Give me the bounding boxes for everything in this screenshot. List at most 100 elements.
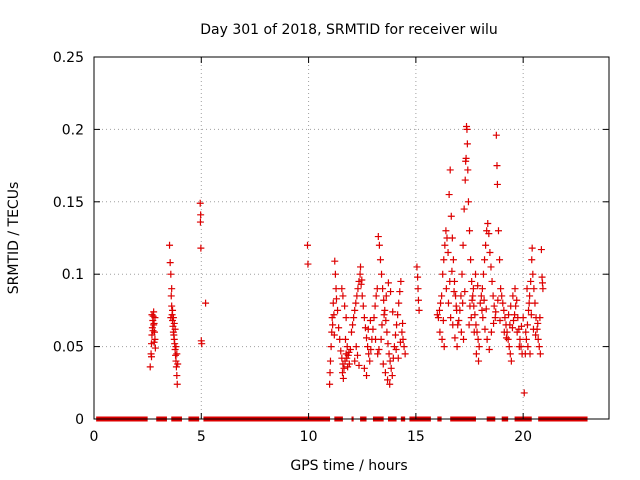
data-point <box>397 277 405 285</box>
y-axis-label: SRMTID / TECUs <box>6 182 22 295</box>
data-point <box>450 288 458 296</box>
data-point <box>515 343 523 351</box>
data-point <box>304 260 312 268</box>
data-point <box>468 277 476 285</box>
data-point <box>401 350 409 358</box>
data-point <box>458 270 466 278</box>
plot-frame <box>93 56 610 420</box>
data-point <box>467 314 475 322</box>
x-tick-label: 0 <box>90 429 99 445</box>
data-point <box>381 306 389 314</box>
data-point <box>485 230 493 238</box>
data-point <box>506 350 514 358</box>
data-point <box>448 267 456 275</box>
data-point <box>517 322 525 330</box>
data-point <box>326 357 334 365</box>
data-point <box>500 306 508 314</box>
data-point <box>331 270 339 278</box>
data-point <box>359 302 367 310</box>
y-axis-ticks: 0 0.05 0.1 0.15 0.2 0.25 <box>53 50 609 428</box>
data-point <box>504 335 512 343</box>
data-point <box>444 299 452 307</box>
data-point <box>498 292 506 300</box>
data-point <box>446 277 454 285</box>
data-point <box>488 277 496 285</box>
data-point <box>530 285 538 293</box>
data-point <box>469 292 477 300</box>
data-point <box>358 292 366 300</box>
x-tick-label: 10 <box>300 429 318 445</box>
data-point <box>366 317 374 325</box>
data-point <box>354 351 362 359</box>
data-point <box>460 205 468 213</box>
data-point <box>527 311 535 319</box>
data-point <box>492 308 500 316</box>
data-point <box>471 311 479 319</box>
data-point <box>339 292 347 300</box>
data-point <box>414 273 422 281</box>
data-point <box>449 256 457 264</box>
data-point <box>528 244 536 252</box>
data-point <box>341 335 349 343</box>
data-point <box>413 263 421 271</box>
chart-title: Day 301 of 2018, SRMTID for receiver wil… <box>200 22 498 38</box>
data-point <box>339 374 347 382</box>
data-point <box>363 372 371 380</box>
data-point <box>437 299 445 307</box>
data-point <box>358 276 366 284</box>
data-point <box>536 314 544 322</box>
data-point <box>172 343 180 351</box>
data-point <box>352 343 360 351</box>
data-point <box>332 295 340 303</box>
y-tick-label: 0.05 <box>53 340 84 356</box>
data-point <box>440 256 448 264</box>
data-point <box>173 380 181 388</box>
data-point <box>453 343 461 351</box>
data-point <box>468 296 476 304</box>
data-point <box>363 334 371 342</box>
data-point <box>351 357 359 365</box>
data-point <box>167 270 175 278</box>
data-point <box>505 311 513 319</box>
data-point <box>524 343 532 351</box>
data-point <box>170 319 178 327</box>
data-point <box>439 270 447 278</box>
data-point <box>166 259 174 267</box>
data-point <box>344 363 352 371</box>
data-point <box>526 292 534 300</box>
data-point <box>480 296 488 304</box>
data-point <box>342 314 350 322</box>
data-point <box>461 176 469 184</box>
data-point <box>539 285 547 293</box>
data-point <box>459 241 467 249</box>
data-point <box>381 369 389 377</box>
data-point <box>505 343 513 351</box>
data-point <box>331 257 339 265</box>
data-point <box>486 248 494 256</box>
y-tick-label: 0.1 <box>62 267 84 283</box>
data-point <box>393 321 401 329</box>
data-point <box>392 345 400 353</box>
data-point <box>360 364 368 372</box>
data-point <box>464 198 472 206</box>
data-point <box>388 372 396 380</box>
data-point <box>472 270 480 278</box>
data-point <box>367 345 375 353</box>
data-point <box>439 317 447 325</box>
data-point <box>354 285 362 293</box>
y-tick-label: 0.25 <box>53 50 84 66</box>
data-point <box>326 369 334 377</box>
data-point <box>382 317 390 325</box>
data-point <box>376 256 384 264</box>
x-tick-label: 5 <box>197 429 206 445</box>
data-point <box>337 347 345 355</box>
data-point <box>441 241 449 249</box>
data-point <box>499 299 507 307</box>
data-point <box>196 199 204 207</box>
data-point <box>537 246 545 254</box>
data-point <box>483 335 491 343</box>
data-point <box>490 319 498 327</box>
data-point <box>492 131 500 139</box>
data-point <box>350 314 358 322</box>
grid-lines <box>94 57 609 419</box>
